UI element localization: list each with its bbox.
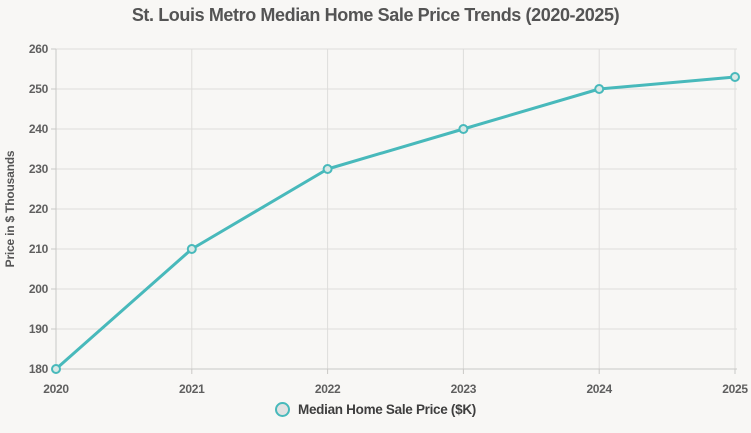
legend-item[interactable]: Median Home Sale Price ($K) (0, 402, 751, 417)
data-point-marker[interactable] (186, 244, 197, 254)
x-tick-label: 2022 (315, 382, 341, 396)
legend-label: Median Home Sale Price ($K) (298, 402, 476, 417)
y-tick-label: 180 (29, 362, 49, 376)
y-axis-labels: 180 190 200 210 220 230 240 250 260 (29, 42, 49, 376)
x-tick-label: 2025 (722, 382, 748, 396)
grid-layer (56, 48, 737, 370)
x-tick-label: 2023 (451, 382, 477, 396)
y-tick-label: 250 (29, 82, 49, 96)
data-point-marker[interactable] (322, 164, 333, 174)
data-point-marker[interactable] (594, 84, 605, 94)
legend-marker-circle-icon (275, 402, 291, 417)
data-point-marker[interactable] (730, 72, 740, 82)
data-point-marker[interactable] (458, 124, 469, 134)
chart-title: St. Louis Metro Median Home Sale Price T… (131, 5, 620, 25)
axis-layer (51, 48, 737, 374)
y-tick-label: 230 (29, 162, 49, 176)
x-axis-labels: 2020 2021 2022 2023 2024 2025 (43, 382, 748, 396)
x-tick-label: 2024 (586, 382, 612, 396)
y-axis-title: Price in $ Thousands (3, 150, 17, 267)
data-point-marker[interactable] (51, 364, 61, 374)
x-tick-label: 2021 (179, 382, 205, 396)
y-tick-label: 210 (29, 242, 49, 256)
y-tick-label: 240 (29, 122, 49, 136)
y-tick-label: 190 (29, 322, 49, 336)
series-line (54, 75, 737, 371)
y-tick-label: 220 (29, 202, 49, 216)
series-layer (51, 72, 740, 374)
x-tick-label: 2020 (43, 382, 69, 396)
y-tick-label: 260 (29, 42, 49, 56)
y-tick-label: 200 (29, 282, 49, 296)
